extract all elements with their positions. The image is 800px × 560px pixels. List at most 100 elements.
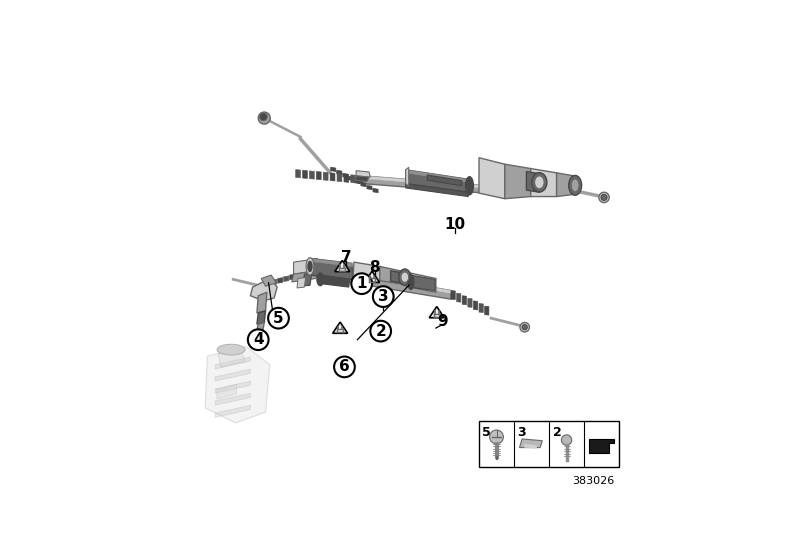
Polygon shape	[284, 276, 289, 282]
Polygon shape	[365, 271, 379, 282]
Polygon shape	[380, 267, 406, 285]
Polygon shape	[215, 357, 250, 369]
Circle shape	[268, 308, 289, 329]
Text: 2: 2	[553, 426, 562, 439]
Polygon shape	[271, 279, 277, 285]
Polygon shape	[362, 176, 513, 190]
Polygon shape	[309, 258, 353, 279]
Polygon shape	[308, 269, 313, 274]
Polygon shape	[257, 292, 267, 313]
Polygon shape	[356, 171, 370, 177]
Polygon shape	[505, 164, 530, 199]
Circle shape	[259, 113, 267, 120]
Circle shape	[601, 194, 607, 200]
Polygon shape	[205, 347, 270, 423]
Polygon shape	[390, 270, 405, 284]
Ellipse shape	[569, 175, 582, 195]
Ellipse shape	[217, 344, 245, 355]
Polygon shape	[215, 369, 250, 381]
Polygon shape	[333, 322, 348, 333]
Polygon shape	[485, 306, 489, 315]
Text: 3: 3	[518, 426, 526, 439]
Polygon shape	[358, 175, 362, 184]
Polygon shape	[334, 260, 350, 272]
Polygon shape	[355, 176, 369, 181]
Ellipse shape	[466, 177, 474, 195]
Polygon shape	[257, 311, 266, 324]
Ellipse shape	[401, 272, 409, 282]
Polygon shape	[342, 173, 348, 178]
Polygon shape	[479, 304, 483, 312]
Polygon shape	[294, 259, 319, 274]
Circle shape	[334, 357, 355, 377]
Ellipse shape	[571, 179, 579, 192]
Polygon shape	[474, 301, 478, 310]
Text: 4: 4	[253, 332, 263, 347]
Polygon shape	[355, 179, 360, 184]
Polygon shape	[351, 175, 356, 183]
Polygon shape	[218, 348, 246, 367]
Text: 10: 10	[445, 217, 466, 232]
Ellipse shape	[398, 269, 411, 286]
Polygon shape	[337, 170, 342, 175]
Polygon shape	[316, 171, 321, 180]
Polygon shape	[451, 291, 455, 300]
Polygon shape	[256, 323, 264, 334]
Polygon shape	[309, 258, 352, 267]
Circle shape	[522, 325, 527, 330]
Ellipse shape	[308, 261, 312, 272]
Circle shape	[373, 286, 394, 307]
Polygon shape	[290, 274, 295, 280]
Text: 2: 2	[375, 324, 386, 339]
Polygon shape	[262, 275, 276, 286]
Ellipse shape	[408, 274, 414, 290]
Polygon shape	[349, 176, 354, 181]
Polygon shape	[215, 393, 250, 405]
Polygon shape	[311, 267, 451, 299]
Polygon shape	[310, 171, 314, 179]
Text: 1: 1	[357, 276, 367, 291]
Polygon shape	[409, 275, 435, 291]
Text: 8: 8	[370, 260, 380, 275]
Ellipse shape	[534, 176, 544, 189]
Ellipse shape	[317, 273, 324, 286]
Polygon shape	[557, 173, 574, 197]
Circle shape	[599, 192, 610, 203]
Polygon shape	[406, 170, 468, 183]
Text: 383026: 383026	[573, 476, 615, 486]
Circle shape	[351, 273, 372, 294]
Circle shape	[520, 323, 530, 332]
Ellipse shape	[257, 332, 266, 339]
Polygon shape	[302, 170, 307, 179]
Polygon shape	[302, 270, 307, 276]
Text: 7: 7	[341, 250, 351, 265]
Bar	[479, 421, 619, 468]
Polygon shape	[344, 174, 349, 183]
Text: 9: 9	[437, 314, 448, 329]
Polygon shape	[589, 440, 614, 453]
Text: 5: 5	[482, 426, 491, 439]
Polygon shape	[361, 183, 366, 186]
Circle shape	[370, 321, 391, 342]
Polygon shape	[215, 405, 250, 417]
Polygon shape	[296, 170, 301, 178]
Polygon shape	[462, 296, 466, 305]
Polygon shape	[330, 173, 335, 181]
Polygon shape	[406, 184, 468, 197]
Polygon shape	[430, 306, 444, 318]
Circle shape	[562, 435, 572, 445]
Polygon shape	[468, 298, 472, 307]
Text: 3: 3	[378, 289, 389, 304]
Ellipse shape	[306, 258, 314, 275]
Polygon shape	[427, 175, 462, 186]
Ellipse shape	[532, 172, 547, 192]
Polygon shape	[530, 169, 557, 197]
Polygon shape	[479, 158, 505, 199]
Polygon shape	[457, 293, 461, 302]
Polygon shape	[406, 167, 409, 186]
Polygon shape	[367, 185, 372, 190]
Polygon shape	[323, 172, 328, 180]
Polygon shape	[250, 278, 277, 301]
Circle shape	[490, 430, 503, 444]
Polygon shape	[278, 278, 282, 283]
